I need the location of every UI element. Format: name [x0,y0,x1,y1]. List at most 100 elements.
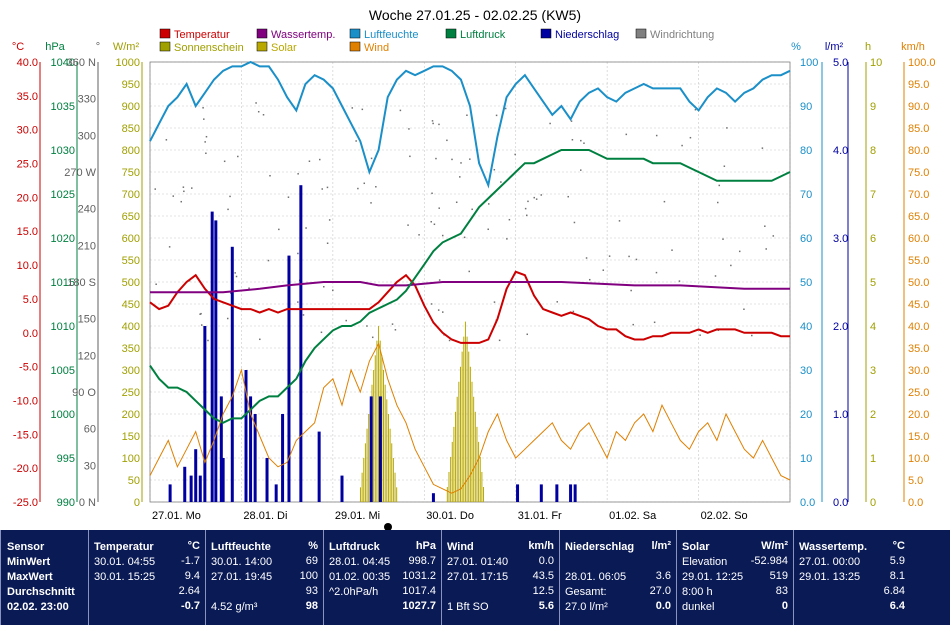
precipitation-bar [274,484,278,502]
wind-direction-dot [418,234,420,236]
left-axis-tick: -10.0 [13,395,38,407]
legend-label: Luftfeuchte [364,29,418,41]
right-axis-tick: 35.0 [908,343,929,355]
wind-direction-dot [257,110,260,113]
table-cell: °C [892,540,905,552]
wind-direction-dot [630,289,632,292]
wind-direction-dot [287,196,290,198]
table-cell: 28.01. 06:05 [565,571,627,583]
wind-direction-dot [234,272,236,274]
table-column-niederschlag: Niederschlag l/m² 28.01. 06:05 3.6 Gesamt: 27… [559,530,677,625]
wind-direction-dot [535,198,538,200]
wind-direction-dot [345,319,347,322]
left-axis-unit: W/m² [113,41,140,53]
legend-label: Solar [271,42,297,54]
wind-direction-dot [738,250,741,253]
right-axis-tick: 30.0 [908,365,929,377]
right-axis-tick: 5 [870,277,876,289]
wind-direction-dot [363,182,366,185]
right-axis-tick: 8 [870,145,876,157]
right-axis-tick: 40.0 [908,321,929,333]
wind-direction-dot [514,153,516,156]
left-axis-tick: 700 [122,189,140,201]
wind-direction-dot [432,122,434,125]
left-axis-tick: 1025 [51,189,75,201]
wind-direction-dot [549,122,551,125]
wind-direction-dot [722,238,724,240]
table-cell: Temperatur [94,541,154,553]
right-axis-unit: h [865,41,871,53]
wind-direction-dot [305,227,307,229]
wind-direction-dot [524,207,527,210]
table-column-luftdruck: Luftdruck hPa 28.01. 04:45 998.7 01.02. 00:3… [323,530,442,625]
wind-direction-dot [430,303,433,305]
chart-title: Woche 27.01.25 - 02.02.25 (KW5) [369,7,581,23]
wind-direction-dot [446,139,448,142]
left-axis-tick: 150 [78,314,96,326]
table-cell: Elevation [682,556,728,568]
right-axis-tick: 2 [870,409,876,421]
left-axis-tick: 1040 [51,57,75,69]
left-axis-tick: 5.0 [23,294,38,306]
wind-direction-dot [556,301,559,303]
legend-swatch [635,28,647,39]
wind-direction-dot [235,275,238,278]
left-axis-tick: 995 [57,453,75,465]
wind-direction-dot [588,278,591,281]
table-cell: 1031.2 [402,570,436,582]
left-axis-tick: 1035 [51,101,75,113]
wind-direction-dot [655,271,658,274]
wind-direction-dot [632,323,634,326]
precipitation-bar [244,370,248,502]
x-axis-labels: 27.01. Mo 28.01. Di 29.01. Mi 30.01. Do 31.0… [152,510,748,530]
wind-direction-dot [267,259,270,262]
left-axis-tick: 850 [122,123,140,135]
x-axis-label: 02.02. So [701,510,748,522]
wind-direction-dot [237,155,239,158]
wind-direction-dot [321,188,323,190]
left-axis-tick: 1010 [51,321,75,333]
right-axis-tick: 10 [870,57,882,69]
wind-direction-dot [488,203,490,205]
left-axis-tick: 250 [122,387,140,399]
precipitation-bar [573,484,577,502]
precipitation-bar [203,326,207,502]
table-cell: km/h [528,540,554,552]
table-cell: Gesamt: [565,586,607,598]
wind-direction-dot [297,173,299,175]
table-cell: dunkel [682,601,715,613]
wind-direction-dot [399,109,402,112]
table-cell: 1 Bft SO [447,601,489,613]
table-cell: -0.7 [181,600,200,612]
wind-direction-dot [278,228,280,231]
table-cell: 2.64 [178,585,200,597]
wind-direction-dot [469,158,471,160]
table-cell: -1.7 [181,555,200,567]
table-cell: 3.6 [655,570,671,582]
table-cell: 1027.7 [402,600,436,612]
wind-direction-dot [718,184,721,187]
table-column-wind: Wind km/h 27.01. 01:40 0.0 27.01. 17:15 43.5 1… [441,530,560,625]
right-axis-tick: 7 [870,189,876,201]
left-axis-tick: 40.0 [17,57,38,69]
wind-direction-dot [205,135,208,138]
right-axis-tick: 0 [870,497,876,509]
left-axis-tick: 350 [122,343,140,355]
table-cell: W/m² [761,540,788,552]
left-axis-tick: 500 [122,277,140,289]
table-cell: 0.0 [538,555,554,567]
right-axis-tick: 25.0 [908,387,929,399]
table-cell: 6.4 [889,600,905,612]
wind-direction-dot [375,186,377,188]
wind-direction-dot [351,107,354,109]
wind-direction-dot [437,309,440,311]
right-axis-tick: 3.0 [833,233,848,245]
legend-label: Sonnenschein [174,42,244,54]
wind-direction-dot [500,181,502,183]
left-axis-tick: 1000 [116,57,140,69]
precipitation-bar [253,414,257,502]
left-axis-tick: 240 [78,204,96,216]
now-marker [384,523,392,530]
right-axis-tick: 60.0 [908,233,929,245]
left-axis-tick: 180 S [67,277,96,289]
